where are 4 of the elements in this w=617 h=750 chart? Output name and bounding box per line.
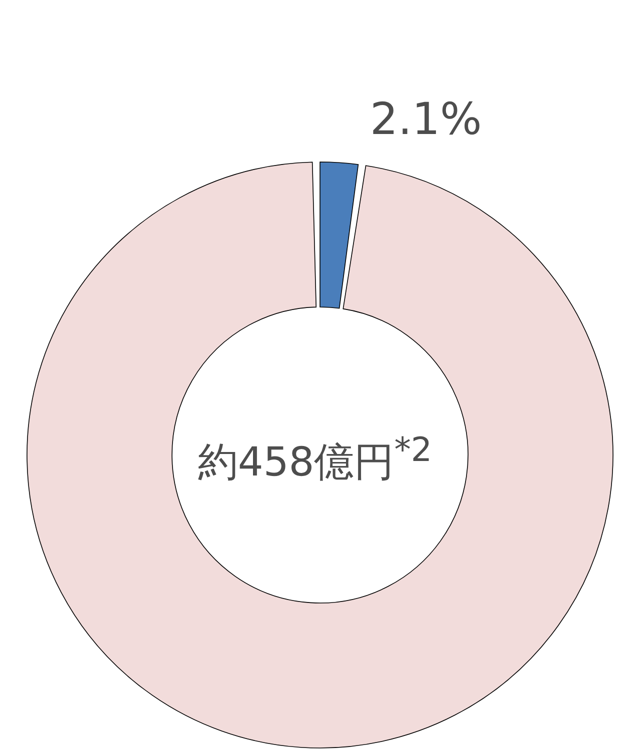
donut-slice bbox=[26, 162, 614, 748]
text: 約458億円$^{*2}$ bbox=[196, 429, 434, 488]
donut-slice bbox=[320, 162, 359, 309]
data-label: 2.1% bbox=[370, 94, 482, 146]
